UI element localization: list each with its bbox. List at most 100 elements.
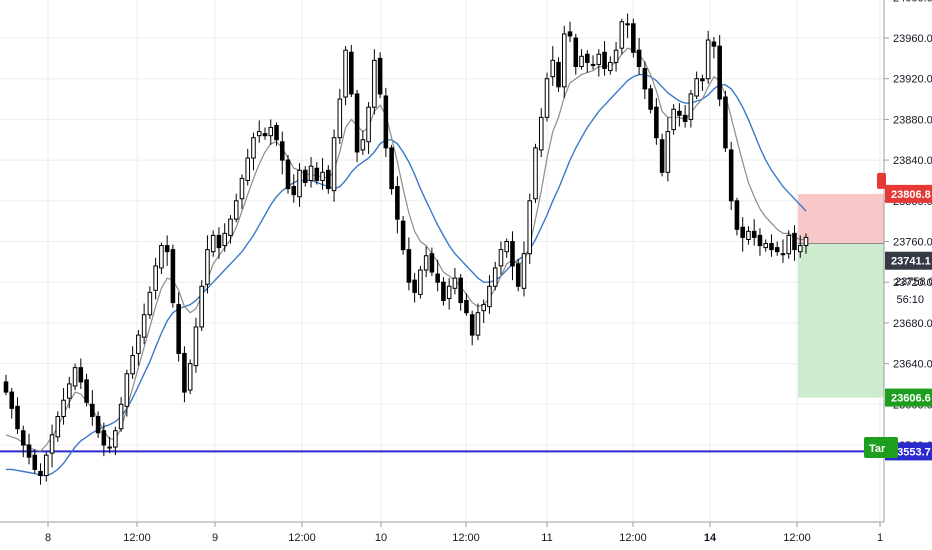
candle-body xyxy=(717,45,722,100)
candle-body xyxy=(239,177,245,200)
candle-body xyxy=(84,379,89,403)
take-profit-zone[interactable] xyxy=(798,243,884,398)
candle-body xyxy=(233,200,239,220)
candle-body xyxy=(521,253,527,289)
candle-body xyxy=(20,430,26,446)
candle-body xyxy=(585,53,590,63)
time-tick-label: 9 xyxy=(212,532,218,544)
time-tick-label: 12:00 xyxy=(123,532,151,544)
candle-body xyxy=(590,63,596,66)
candle-body xyxy=(268,127,274,137)
candle-body xyxy=(251,137,256,159)
candle-body xyxy=(573,37,579,67)
candle-body xyxy=(487,285,492,308)
candle-body xyxy=(360,139,366,151)
candle-body xyxy=(567,31,573,37)
candle-body xyxy=(763,243,768,249)
candle-body xyxy=(308,165,314,181)
candle-body xyxy=(792,232,797,251)
price-tag-label: 23606.6 xyxy=(891,393,931,405)
candle-body xyxy=(187,363,193,391)
time-tick-label: 12:00 xyxy=(619,532,647,544)
candle-body xyxy=(320,171,325,181)
candle-body xyxy=(740,226,745,238)
candle-body xyxy=(153,265,158,291)
candle-body xyxy=(395,186,400,220)
candle-body xyxy=(285,159,291,190)
candle-body xyxy=(544,78,550,118)
candle-body xyxy=(147,291,153,316)
candle-body xyxy=(746,230,751,240)
candle-body xyxy=(671,108,676,131)
candle-body xyxy=(124,373,130,407)
price-tag-box xyxy=(885,184,932,203)
candle-body xyxy=(170,249,176,304)
candle-body xyxy=(797,245,803,253)
candle-body xyxy=(492,267,498,287)
candle-body xyxy=(159,245,164,269)
time-axis-ticks: 8 12:00 9 12:00 10 12:00 11 12:00 14 12:00 1 xyxy=(45,522,883,544)
candle-body xyxy=(475,312,481,336)
candle-body xyxy=(136,334,141,354)
candle-body xyxy=(757,234,763,247)
candle-body xyxy=(527,200,533,255)
position-zones[interactable] xyxy=(798,193,884,398)
candle-body xyxy=(256,131,262,137)
candle-body xyxy=(176,304,181,354)
candle-body xyxy=(619,21,625,49)
candle-body xyxy=(435,273,440,283)
candle-body xyxy=(3,381,9,393)
time-tick-label: 14 xyxy=(704,532,717,544)
candle-body xyxy=(803,236,809,247)
candle-body xyxy=(665,131,671,173)
target-flag[interactable]: Tar xyxy=(864,437,898,458)
price-tick-label: 23680.0 xyxy=(893,318,932,330)
candle-body xyxy=(199,285,204,328)
ma-slow-line xyxy=(6,73,807,477)
candle-body xyxy=(723,96,728,149)
candle-body xyxy=(90,403,95,418)
price-tag-label: 23553.7 xyxy=(891,446,931,458)
candle-body xyxy=(113,430,118,448)
candle-body xyxy=(383,95,389,149)
candle-body xyxy=(389,147,394,190)
candle-body xyxy=(510,241,515,267)
candle-body xyxy=(245,157,251,181)
candle-body xyxy=(452,277,458,289)
stop-loss-zone[interactable] xyxy=(798,193,884,244)
candle-body xyxy=(222,232,227,247)
candle-body xyxy=(515,263,521,287)
candle-body xyxy=(314,167,320,181)
time-tick-label: 8 xyxy=(45,532,51,544)
time-tick-label: 1 xyxy=(877,532,883,544)
price-tick-label: 23760.0 xyxy=(893,237,932,249)
candle-body xyxy=(49,434,55,454)
candle-body xyxy=(78,367,84,383)
candle-body xyxy=(141,314,147,338)
candle-body xyxy=(326,169,331,190)
candle-body xyxy=(728,149,734,202)
price-tick-label: 23880.0 xyxy=(893,114,932,126)
candle-body xyxy=(596,53,602,65)
candle-body xyxy=(354,93,360,153)
price-tick-label: 24000.0 xyxy=(893,0,932,4)
candle-body xyxy=(366,106,371,143)
candle-body xyxy=(608,61,613,72)
candle-body xyxy=(659,139,665,173)
candle-body xyxy=(372,59,377,108)
candle-body xyxy=(279,141,285,161)
candle-body xyxy=(343,49,348,98)
candle-body xyxy=(677,110,682,116)
candle-body xyxy=(556,61,561,88)
candle-body xyxy=(774,247,780,253)
candle-body xyxy=(297,169,302,198)
candle-body xyxy=(302,169,308,183)
price-tick-label: 23920.0 xyxy=(893,74,932,86)
candle-body xyxy=(26,444,32,458)
candle-body xyxy=(561,33,567,88)
candle-body xyxy=(349,51,354,95)
candle-body xyxy=(291,186,297,196)
candle-body xyxy=(377,57,383,95)
candle-body xyxy=(72,367,78,387)
